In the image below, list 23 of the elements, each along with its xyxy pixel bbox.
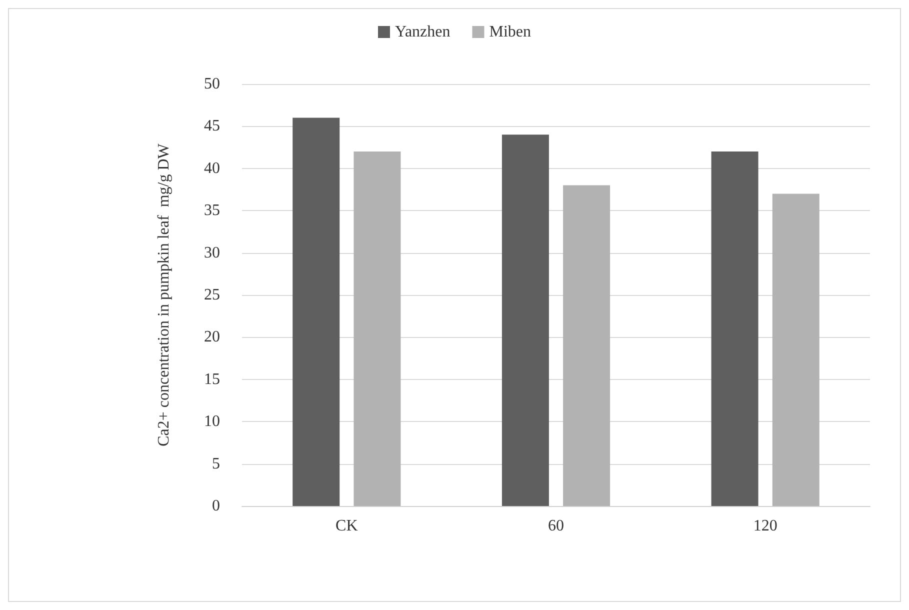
bar (502, 134, 549, 506)
y-tick-label: 5 (212, 455, 220, 472)
y-axis-title: Ca2+ concentration in pumpkin leaf mg/g DW (156, 142, 172, 446)
legend-label: Yanzhen (394, 24, 450, 40)
y-tick-label: 0 (212, 498, 220, 514)
x-tick-label: CK (336, 518, 358, 534)
y-tick-label: 25 (204, 286, 220, 304)
x-tick-label: 60 (548, 518, 564, 534)
y-tick-label: 45 (204, 118, 220, 135)
y-tick-label: 40 (204, 160, 220, 177)
legend-label: Miben (489, 24, 532, 40)
bar (772, 194, 820, 506)
y-tick-label: 50 (204, 76, 220, 92)
y-tick-label: 10 (204, 413, 220, 430)
y-tick-label: 15 (204, 370, 220, 388)
bar (563, 185, 610, 506)
y-tick-label: 35 (204, 202, 220, 220)
bar (292, 118, 340, 506)
bar (354, 152, 401, 506)
y-tick-label: 30 (204, 244, 220, 262)
x-tick-label: 120 (753, 518, 778, 534)
bar (711, 152, 758, 506)
y-tick-label: 20 (204, 328, 220, 346)
